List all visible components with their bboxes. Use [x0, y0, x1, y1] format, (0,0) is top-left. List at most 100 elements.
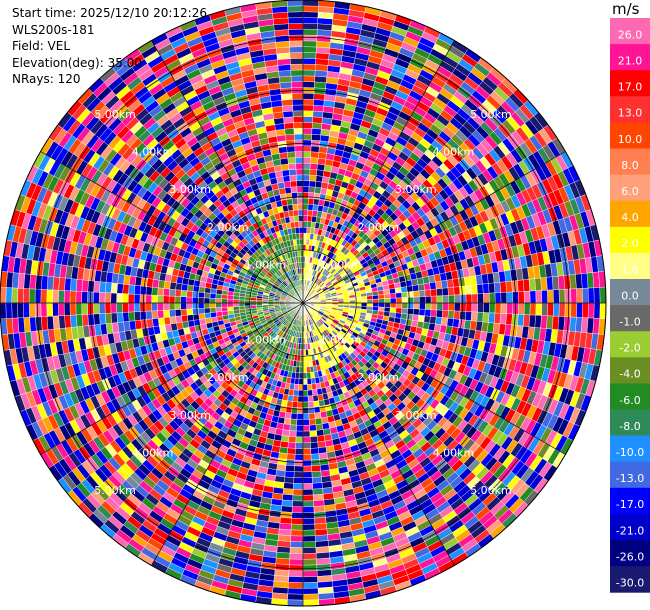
- velocity-gate: [291, 407, 298, 414]
- velocity-gate: [553, 302, 560, 317]
- velocity-gate: [180, 302, 187, 310]
- velocity-gate: [292, 500, 304, 508]
- velocity-gate: [535, 290, 543, 304]
- velocity-gate: [302, 593, 319, 601]
- velocity-gate: [203, 302, 211, 309]
- velocity-gate: [547, 302, 554, 317]
- velocity-gate: [302, 471, 313, 478]
- velocity-gate: [311, 459, 321, 467]
- velocity-gate: [302, 28, 318, 36]
- velocity-gate: [291, 518, 304, 525]
- velocity-gate: [448, 302, 455, 312]
- velocity-gate: [302, 419, 310, 426]
- velocity-gate: [104, 302, 112, 314]
- velocity-gate: [582, 287, 589, 304]
- velocity-gate: [280, 505, 293, 513]
- velocity-gate: [293, 389, 299, 397]
- velocity-gate: [302, 541, 316, 548]
- velocity-gate: [294, 459, 304, 467]
- velocity-gate: [430, 288, 437, 297]
- velocity-gate: [523, 279, 531, 292]
- velocity-gate: [286, 599, 304, 607]
- velocity-gate: [418, 290, 426, 298]
- velocity-gate: [287, 587, 304, 595]
- velocity-gate: [122, 311, 130, 323]
- velocity-gate: [541, 302, 548, 316]
- velocity-gate: [302, 163, 311, 170]
- velocity-gate: [395, 307, 403, 314]
- velocity-gate: [307, 215, 313, 223]
- velocity-gate: [169, 288, 176, 297]
- velocity-gate: [288, 570, 304, 578]
- velocity-gate: [412, 290, 420, 298]
- velocity-gate: [312, 394, 319, 402]
- velocity-gate: [290, 523, 304, 531]
- velocity-gate: [293, 471, 304, 478]
- velocity-gate: [11, 287, 19, 304]
- velocity-gate: [133, 294, 141, 304]
- velocity-gate: [319, 405, 327, 413]
- velocity-gate: [294, 454, 304, 461]
- velocity-gate: [238, 302, 245, 307]
- velocity-gate: [310, 145, 320, 153]
- velocity-gate: [46, 289, 53, 304]
- velocity-gate: [75, 302, 83, 316]
- velocity-gate: [285, 465, 295, 472]
- velocity-gate: [302, 46, 317, 53]
- velocity-gate: [139, 311, 147, 321]
- velocity-gate: [311, 389, 318, 396]
- velocity-gate: [290, 418, 298, 426]
- velocity-gate: [58, 302, 65, 316]
- velocity-gate: [314, 75, 327, 83]
- velocity-gate: [309, 163, 318, 170]
- velocity-gate: [283, 417, 291, 425]
- velocity-gate: [302, 151, 312, 158]
- velocity-gate: [28, 302, 36, 318]
- velocity-gate: [163, 309, 170, 318]
- velocity-gate: [116, 312, 124, 323]
- velocity-gate: [430, 295, 438, 304]
- velocity-gate: [284, 412, 292, 420]
- velocity-gate: [349, 297, 356, 301]
- velocity-gate: [441, 287, 449, 296]
- velocity-gate: [122, 283, 130, 295]
- velocity-gate: [489, 302, 496, 314]
- velocity-gate: [186, 296, 193, 304]
- velocity-gate: [174, 296, 181, 304]
- velocity-gate: [105, 312, 112, 324]
- velocity-gate: [151, 310, 159, 319]
- velocity-gate: [145, 310, 153, 320]
- velocity-gate: [311, 383, 317, 391]
- velocity-gate: [283, 482, 294, 490]
- velocity-gate: [75, 314, 83, 327]
- velocity-gate: [302, 75, 316, 83]
- velocity-gate: [58, 290, 65, 304]
- velocity-gate: [372, 294, 379, 300]
- velocity-gate: [394, 287, 402, 294]
- velocity-gate: [401, 308, 408, 315]
- velocity-gate: [310, 447, 319, 455]
- velocity-gate: [110, 312, 118, 324]
- velocity-gate: [477, 302, 484, 313]
- velocity-gate: [292, 395, 299, 403]
- velocity-gate: [302, 34, 318, 42]
- velocity-gate: [477, 293, 484, 304]
- velocity-gate: [312, 482, 323, 490]
- velocity-gate: [221, 298, 228, 304]
- velocity-gate: [494, 282, 501, 294]
- velocity-gate: [310, 151, 319, 159]
- velocity-gate: [476, 311, 484, 323]
- velocity-gate: [459, 302, 467, 312]
- velocity-gate: [312, 110, 324, 118]
- velocity-gate: [93, 291, 100, 304]
- velocity-gate: [145, 294, 152, 304]
- velocity-gate: [506, 302, 513, 315]
- velocity-gate: [558, 289, 566, 304]
- velocity-gate: [203, 307, 211, 314]
- velocity-gate: [302, 518, 315, 525]
- velocity-gate: [311, 139, 321, 147]
- velocity-gate: [163, 295, 170, 304]
- velocity-gate: [302, 104, 314, 112]
- velocity-gate: [471, 302, 478, 313]
- velocity-gate: [203, 297, 211, 304]
